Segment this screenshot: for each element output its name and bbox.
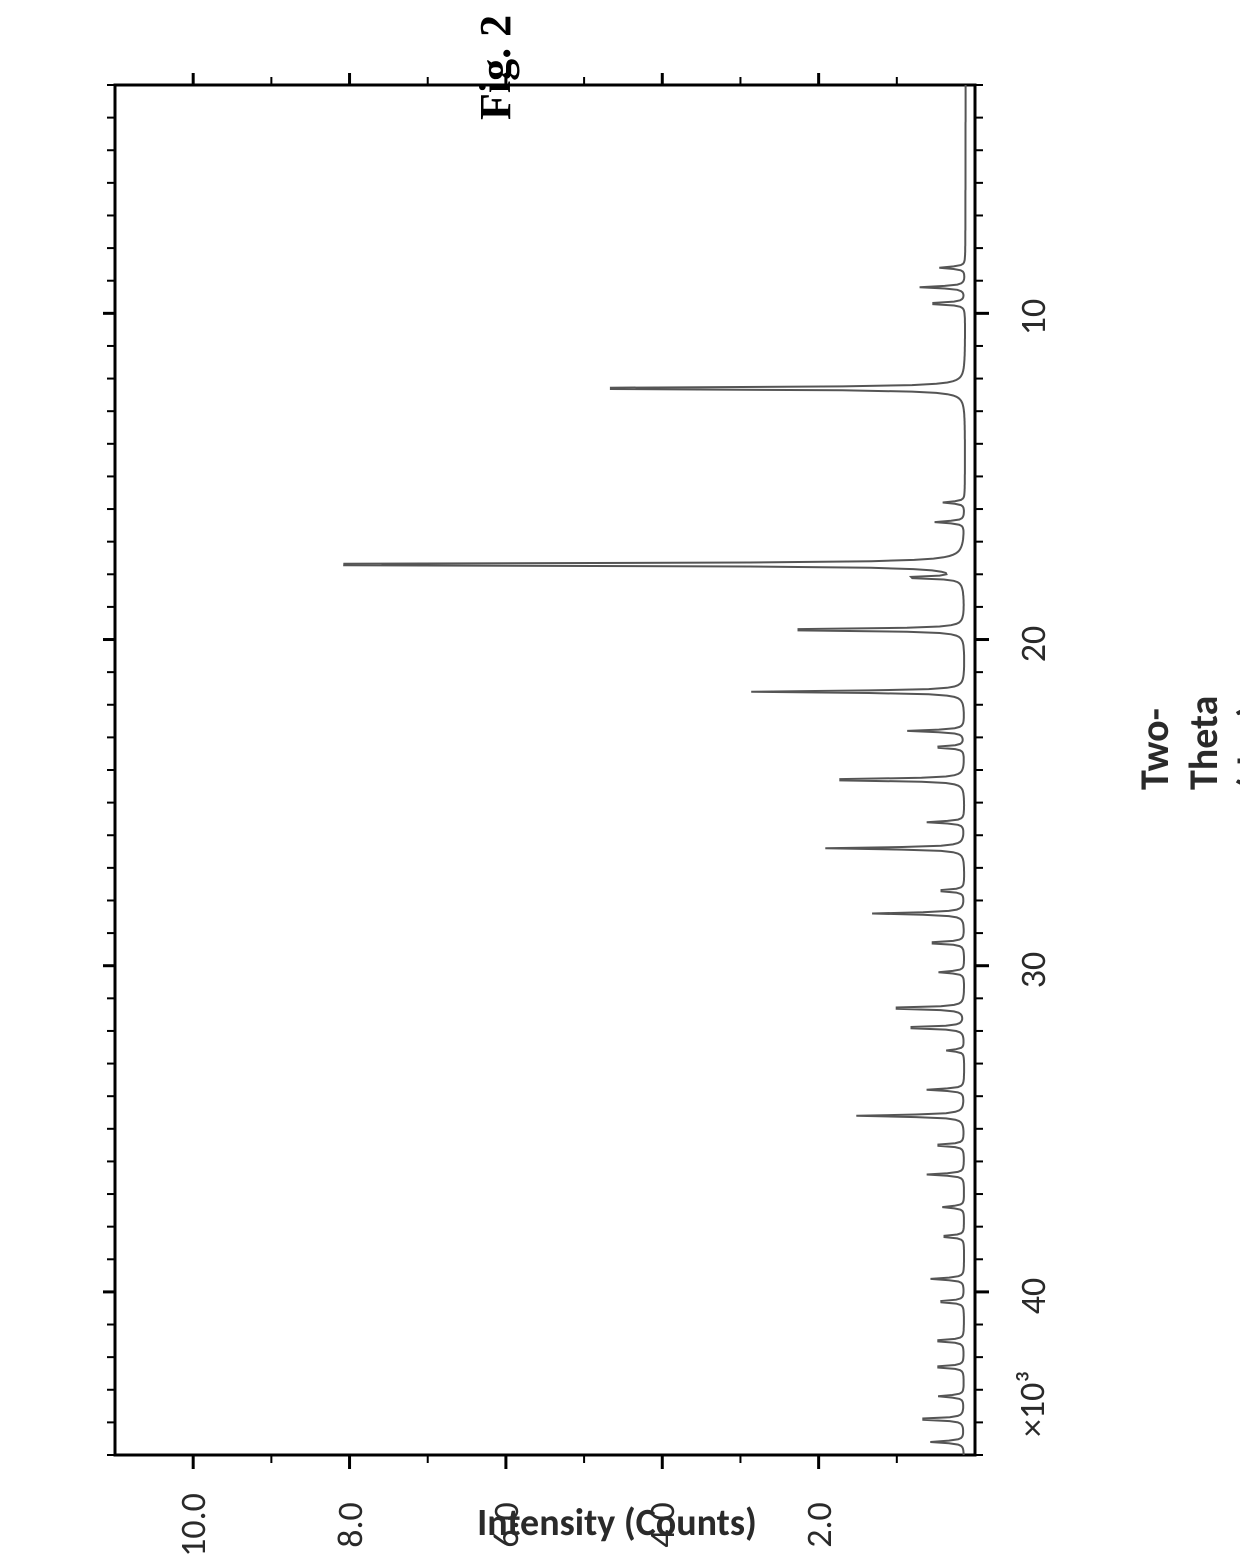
xrd-plot bbox=[0, 0, 1240, 1561]
y-multiplier-label: ×10³ bbox=[1010, 1371, 1054, 1437]
x-axis-label: Two-Theta (deg) bbox=[1130, 680, 1240, 790]
x-tick-label: 10 bbox=[1011, 287, 1055, 347]
y-tick-label: 8.0 bbox=[328, 1485, 372, 1565]
page: Fig. 2 Intensity (Counts) Two-Theta (deg… bbox=[0, 0, 1240, 1561]
x-tick-label: 40 bbox=[1011, 1266, 1055, 1326]
x-tick-label: 30 bbox=[1011, 940, 1055, 1000]
y-tick-label: 10.0 bbox=[171, 1485, 215, 1565]
y-tick-label: 2.0 bbox=[797, 1485, 841, 1565]
y-tick-label: 6.0 bbox=[484, 1485, 528, 1565]
x-tick-label: 20 bbox=[1011, 614, 1055, 674]
y-tick-label: 4.0 bbox=[640, 1485, 684, 1565]
